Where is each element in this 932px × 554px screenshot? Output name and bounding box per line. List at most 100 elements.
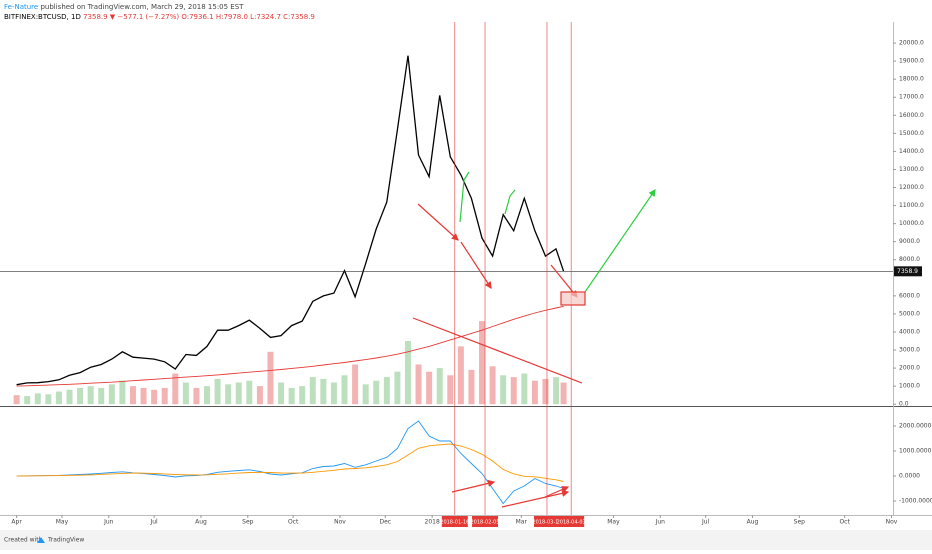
volume-bar xyxy=(98,387,105,405)
y-tick-label: 19000.0 xyxy=(899,58,924,65)
y-tick-label: 2000.0 xyxy=(899,365,920,372)
x-tick-label: Aug xyxy=(747,519,759,526)
x-tick-label: May xyxy=(56,519,69,526)
volume-bar xyxy=(362,384,369,405)
volume-bar xyxy=(225,384,232,405)
symbol-line: BITFINEX:BTCUSD, 1D 7358.9 ▼ −577.1 (−7.… xyxy=(4,13,315,21)
y-tick-label: 6000.0 xyxy=(899,292,920,299)
volume-bar xyxy=(182,382,189,405)
volume-bar xyxy=(246,380,253,405)
price-tag xyxy=(894,266,922,277)
volume-bar xyxy=(383,377,390,405)
date-box xyxy=(441,516,468,527)
volume-bar xyxy=(489,366,496,405)
x-tick-label: 2018 xyxy=(425,519,440,526)
volume-bar xyxy=(108,384,115,405)
volume-bar xyxy=(500,375,507,405)
y-tick-label: 5000.0 xyxy=(899,310,920,317)
plot: 0.0 1000.0 2000.0 3000.0 4000.0 5000.0 6000.0 8… xyxy=(0,22,932,526)
logo xyxy=(37,537,45,543)
y-tick-label: 10000.0 xyxy=(899,220,924,227)
series-line xyxy=(16,305,564,387)
volume-bar xyxy=(352,364,359,405)
date-label: 2018-01-16 xyxy=(440,520,469,526)
price-tag-label: 7358.9 xyxy=(897,268,918,275)
volume-bar xyxy=(13,395,20,405)
y-tick-label: 13000.0 xyxy=(899,166,924,173)
drawings xyxy=(412,171,656,508)
date-label: 2018-03-18 xyxy=(532,520,561,526)
y-tick-label: 2000.0000 xyxy=(899,423,932,430)
ohlc: O:7936.1 H:7978.0 L:7324.7 C:7358.9 xyxy=(181,13,315,21)
y-tick-label: 0.0 xyxy=(899,401,909,408)
x-tick-label: Dec xyxy=(379,519,391,526)
y-tick-label: 1000.0 xyxy=(899,383,920,390)
date-label: 2018-04-03 xyxy=(557,520,586,526)
y-tick-label: 0.0000 xyxy=(899,473,920,480)
volume-bar xyxy=(542,378,549,405)
trend-line xyxy=(504,189,516,215)
x-tick-label: Nov xyxy=(886,519,898,526)
arrow xyxy=(584,189,656,293)
volume-bar xyxy=(309,377,316,405)
date-box xyxy=(472,516,499,527)
volume-bar xyxy=(415,364,422,405)
volume-bar xyxy=(235,382,242,405)
volume-bar xyxy=(320,378,327,405)
arrow xyxy=(417,203,459,241)
volume-bar xyxy=(341,375,348,405)
y-tick-label: 15000.0 xyxy=(899,130,924,137)
volume-bar xyxy=(394,371,401,405)
x-tick-label: Jul xyxy=(701,519,710,526)
volume-bar xyxy=(426,371,433,405)
y-tick-label: 14000.0 xyxy=(899,148,924,155)
y-tick-label: 11000.0 xyxy=(899,202,924,209)
arrow xyxy=(544,486,570,498)
volume-bar xyxy=(129,386,136,405)
y-tick-label: 12000.0 xyxy=(899,184,924,191)
volume-bar xyxy=(373,380,380,405)
symbol: BITFINEX:BTCUSD, 1D xyxy=(4,13,81,21)
volume-bar xyxy=(151,389,158,405)
volume-bar xyxy=(267,351,274,405)
x-tick-label: Nov xyxy=(334,519,346,526)
y-tick-label: 18000.0 xyxy=(899,76,924,83)
y-tick-label: 3000.0 xyxy=(899,347,920,354)
trend-line xyxy=(459,171,470,223)
x-tick-label: Apr xyxy=(11,519,22,526)
date-label: 2018-02-05 xyxy=(470,520,499,526)
volume-bar xyxy=(468,369,475,405)
volume-bar xyxy=(172,373,179,405)
y-tick-label: 20000.0 xyxy=(899,40,924,47)
y-tick-label: 9000.0 xyxy=(899,238,920,245)
volume-bar xyxy=(521,373,528,405)
series-line xyxy=(16,420,564,505)
footer-brand: TradingView xyxy=(47,537,84,544)
arrow xyxy=(451,479,496,493)
volume-bar xyxy=(330,382,337,405)
x-tick-label: Aug xyxy=(195,519,207,526)
x-tick-label: Jun xyxy=(103,519,114,526)
y-tick-label: 17000.0 xyxy=(899,94,924,101)
volume-bar xyxy=(256,386,263,405)
date-box xyxy=(533,516,560,527)
trend-line xyxy=(412,317,583,384)
x-tick-label: Sep xyxy=(794,519,806,526)
x-tick-label: Jul xyxy=(149,519,158,526)
x-tick-label: Sep xyxy=(242,519,254,526)
x-tick-label: Oct xyxy=(288,519,299,526)
volume-bar xyxy=(87,386,94,405)
volume-bar xyxy=(531,380,538,405)
volume-bar xyxy=(193,387,200,405)
volume-bar xyxy=(55,391,62,405)
date-box xyxy=(558,516,585,527)
footer-text: Created with xyxy=(4,537,43,544)
volume-bar xyxy=(288,387,295,405)
arrow xyxy=(501,489,570,508)
arrow xyxy=(460,241,492,290)
volume-bar xyxy=(404,340,411,405)
header: Fe-Nature published on TradingView.com, … xyxy=(4,3,244,11)
volume-bar xyxy=(66,389,73,405)
